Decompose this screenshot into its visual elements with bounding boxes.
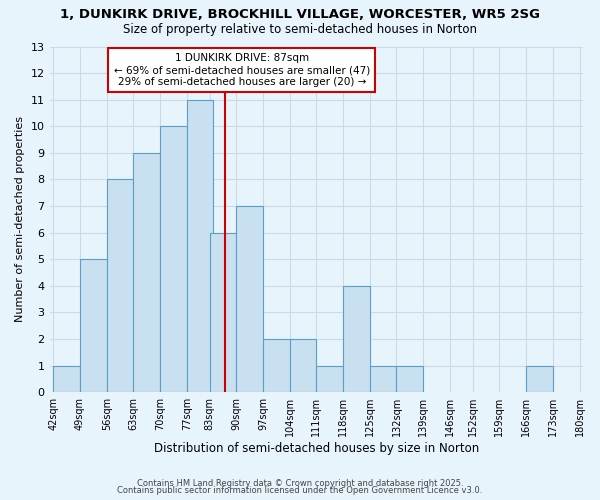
Y-axis label: Number of semi-detached properties: Number of semi-detached properties — [15, 116, 25, 322]
Bar — [397, 366, 423, 392]
Text: 1, DUNKIRK DRIVE, BROCKHILL VILLAGE, WORCESTER, WR5 2SG: 1, DUNKIRK DRIVE, BROCKHILL VILLAGE, WOR… — [60, 8, 540, 20]
Bar — [290, 339, 316, 392]
Bar — [160, 126, 187, 392]
Bar — [107, 180, 133, 392]
Text: Contains HM Land Registry data © Crown copyright and database right 2025.: Contains HM Land Registry data © Crown c… — [137, 478, 463, 488]
Bar — [187, 100, 214, 392]
Bar — [343, 286, 370, 392]
Text: Size of property relative to semi-detached houses in Norton: Size of property relative to semi-detach… — [123, 22, 477, 36]
Text: 1 DUNKIRK DRIVE: 87sqm
← 69% of semi-detached houses are smaller (47)
29% of sem: 1 DUNKIRK DRIVE: 87sqm ← 69% of semi-det… — [113, 54, 370, 86]
Bar — [370, 366, 397, 392]
Bar — [133, 153, 160, 392]
Bar — [236, 206, 263, 392]
Bar — [53, 366, 80, 392]
Bar — [80, 259, 107, 392]
Bar — [209, 232, 236, 392]
Bar — [263, 339, 290, 392]
Bar — [526, 366, 553, 392]
Bar — [316, 366, 343, 392]
X-axis label: Distribution of semi-detached houses by size in Norton: Distribution of semi-detached houses by … — [154, 442, 479, 455]
Text: Contains public sector information licensed under the Open Government Licence v3: Contains public sector information licen… — [118, 486, 482, 495]
